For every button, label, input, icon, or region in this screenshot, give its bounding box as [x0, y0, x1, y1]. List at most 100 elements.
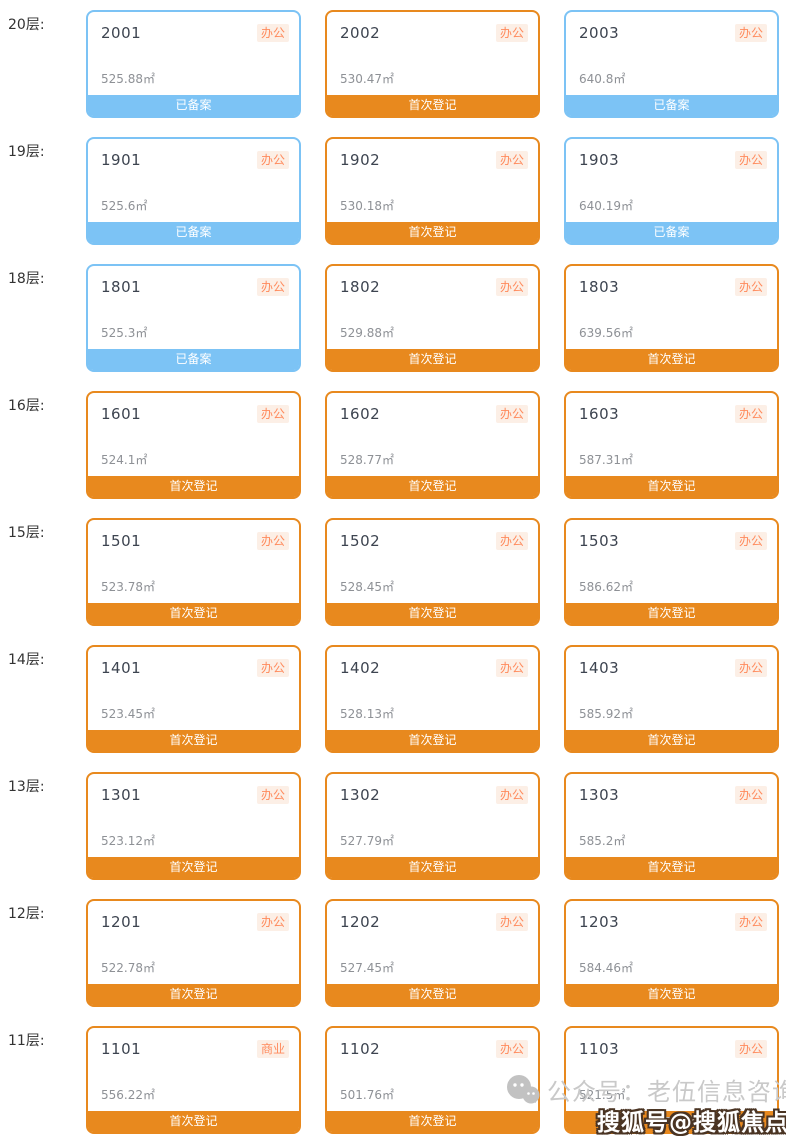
unit-card-header: 1403 办公 [566, 647, 777, 677]
unit-card-header: 2001 办公 [88, 12, 299, 42]
unit-card-header: 1101 商业 [88, 1028, 299, 1058]
unit-type-tag: 办公 [495, 659, 528, 677]
unit-type-tag: 办公 [495, 24, 528, 42]
unit-area: 527.79㎡ [340, 834, 394, 848]
unit-area: 528.13㎡ [340, 707, 394, 721]
unit-area: 529.88㎡ [340, 326, 394, 340]
unit-area: 585.2㎡ [579, 834, 626, 848]
unit-number: 1803 [579, 278, 620, 296]
unit-card-1101[interactable]: 1101 商业 556.22㎡ 首次登记 [86, 1026, 301, 1134]
unit-card-1903[interactable]: 1903 办公 640.19㎡ 已备案 [564, 137, 779, 245]
unit-card-1902[interactable]: 1902 办公 530.18㎡ 首次登记 [325, 137, 540, 245]
unit-type-tag: 办公 [734, 151, 767, 169]
unit-area: 527.45㎡ [340, 961, 394, 975]
unit-type-tag: 办公 [734, 278, 767, 296]
unit-status-banner: 首次登记 [566, 603, 777, 624]
unit-number: 1103 [579, 1040, 620, 1058]
unit-number: 1402 [340, 659, 381, 677]
unit-card-header: 1802 办公 [327, 266, 538, 296]
unit-status-banner: 首次登记 [327, 603, 538, 624]
unit-cards: 1201 办公 522.78㎡ 首次登记 1202 办公 527.45㎡ 首次登… [86, 899, 779, 1007]
unit-number: 1303 [579, 786, 620, 804]
unit-area: 556.22㎡ [101, 1088, 155, 1102]
unit-number: 1403 [579, 659, 620, 677]
unit-card-1601[interactable]: 1601 办公 524.1㎡ 首次登记 [86, 391, 301, 499]
unit-area: 584.46㎡ [579, 961, 633, 975]
unit-card-1401[interactable]: 1401 办公 523.45㎡ 首次登记 [86, 645, 301, 753]
unit-status-banner: 首次登记 [566, 857, 777, 878]
floor-label: 14层: [8, 652, 45, 668]
unit-card-1203[interactable]: 1203 办公 584.46㎡ 首次登记 [564, 899, 779, 1007]
floor-row: 16层: 1601 办公 524.1㎡ 首次登记 1602 办公 528.77㎡… [0, 391, 786, 499]
unit-card-1202[interactable]: 1202 办公 527.45㎡ 首次登记 [325, 899, 540, 1007]
unit-type-tag: 办公 [734, 913, 767, 931]
unit-type-tag: 办公 [256, 278, 289, 296]
unit-status-banner: 首次登记 [327, 730, 538, 751]
unit-type-tag: 办公 [734, 1040, 767, 1058]
floor-row: 14层: 1401 办公 523.45㎡ 首次登记 1402 办公 528.13… [0, 645, 786, 753]
unit-type-tag: 办公 [256, 786, 289, 804]
floor-row: 18层: 1801 办公 525.3㎡ 已备案 1802 办公 529.88㎡ … [0, 264, 786, 372]
unit-card-header: 1303 办公 [566, 774, 777, 804]
unit-area: 523.45㎡ [101, 707, 155, 721]
unit-cards: 1501 办公 523.78㎡ 首次登记 1502 办公 528.45㎡ 首次登… [86, 518, 779, 626]
unit-card-1301[interactable]: 1301 办公 523.12㎡ 首次登记 [86, 772, 301, 880]
unit-number: 1203 [579, 913, 620, 931]
unit-card-header: 1903 办公 [566, 139, 777, 169]
unit-area: 640.19㎡ [579, 199, 633, 213]
unit-card-1602[interactable]: 1602 办公 528.77㎡ 首次登记 [325, 391, 540, 499]
unit-number: 1603 [579, 405, 620, 423]
unit-status-banner: 已备案 [88, 349, 299, 370]
unit-card-1403[interactable]: 1403 办公 585.92㎡ 首次登记 [564, 645, 779, 753]
unit-card-1803[interactable]: 1803 办公 639.56㎡ 首次登记 [564, 264, 779, 372]
unit-status-banner: 首次登记 [566, 730, 777, 751]
unit-type-tag: 办公 [734, 532, 767, 550]
unit-card-header: 1402 办公 [327, 647, 538, 677]
floor-label: 13层: [8, 779, 45, 795]
unit-card-1501[interactable]: 1501 办公 523.78㎡ 首次登记 [86, 518, 301, 626]
unit-card-1801[interactable]: 1801 办公 525.3㎡ 已备案 [86, 264, 301, 372]
unit-number: 1503 [579, 532, 620, 550]
unit-card-1901[interactable]: 1901 办公 525.6㎡ 已备案 [86, 137, 301, 245]
unit-card-1402[interactable]: 1402 办公 528.13㎡ 首次登记 [325, 645, 540, 753]
unit-number: 2001 [101, 24, 142, 42]
unit-status-banner: 首次登记 [327, 857, 538, 878]
unit-status-banner: 已备案 [88, 95, 299, 116]
unit-card-2001[interactable]: 2001 办公 525.88㎡ 已备案 [86, 10, 301, 118]
unit-card-header: 1301 办公 [88, 774, 299, 804]
unit-type-tag: 办公 [495, 786, 528, 804]
unit-area: 528.77㎡ [340, 453, 394, 467]
unit-type-tag: 办公 [495, 532, 528, 550]
unit-type-tag: 办公 [256, 151, 289, 169]
unit-card-1603[interactable]: 1603 办公 587.31㎡ 首次登记 [564, 391, 779, 499]
floor-label: 12层: [8, 906, 45, 922]
unit-card-1802[interactable]: 1802 办公 529.88㎡ 首次登记 [325, 264, 540, 372]
unit-card-header: 2002 办公 [327, 12, 538, 42]
floor-row: 12层: 1201 办公 522.78㎡ 首次登记 1202 办公 527.45… [0, 899, 786, 1007]
unit-area: 640.8㎡ [579, 72, 626, 86]
unit-number: 1502 [340, 532, 381, 550]
unit-card-1503[interactable]: 1503 办公 586.62㎡ 首次登记 [564, 518, 779, 626]
unit-area: 525.6㎡ [101, 199, 148, 213]
unit-card-1302[interactable]: 1302 办公 527.79㎡ 首次登记 [325, 772, 540, 880]
floor-label: 20层: [8, 17, 45, 33]
unit-card-1201[interactable]: 1201 办公 522.78㎡ 首次登记 [86, 899, 301, 1007]
unit-status-banner: 首次登记 [88, 476, 299, 497]
unit-area: 587.31㎡ [579, 453, 633, 467]
unit-card-1502[interactable]: 1502 办公 528.45㎡ 首次登记 [325, 518, 540, 626]
unit-card-2002[interactable]: 2002 办公 530.47㎡ 首次登记 [325, 10, 540, 118]
unit-card-1303[interactable]: 1303 办公 585.2㎡ 首次登记 [564, 772, 779, 880]
unit-area: 501.76㎡ [340, 1088, 394, 1102]
unit-number: 1601 [101, 405, 142, 423]
unit-cards: 1801 办公 525.3㎡ 已备案 1802 办公 529.88㎡ 首次登记 … [86, 264, 779, 372]
unit-type-tag: 办公 [734, 405, 767, 423]
unit-type-tag: 办公 [734, 24, 767, 42]
unit-number: 1201 [101, 913, 142, 931]
unit-cards: 1901 办公 525.6㎡ 已备案 1902 办公 530.18㎡ 首次登记 … [86, 137, 779, 245]
unit-status-banner: 首次登记 [327, 1111, 538, 1132]
unit-type-tag: 办公 [495, 151, 528, 169]
unit-card-1102[interactable]: 1102 办公 501.76㎡ 首次登记 [325, 1026, 540, 1134]
unit-area: 528.45㎡ [340, 580, 394, 594]
unit-card-2003[interactable]: 2003 办公 640.8㎡ 已备案 [564, 10, 779, 118]
unit-card-1103[interactable]: 1103 办公 521.5㎡ 首次登记 [564, 1026, 779, 1134]
